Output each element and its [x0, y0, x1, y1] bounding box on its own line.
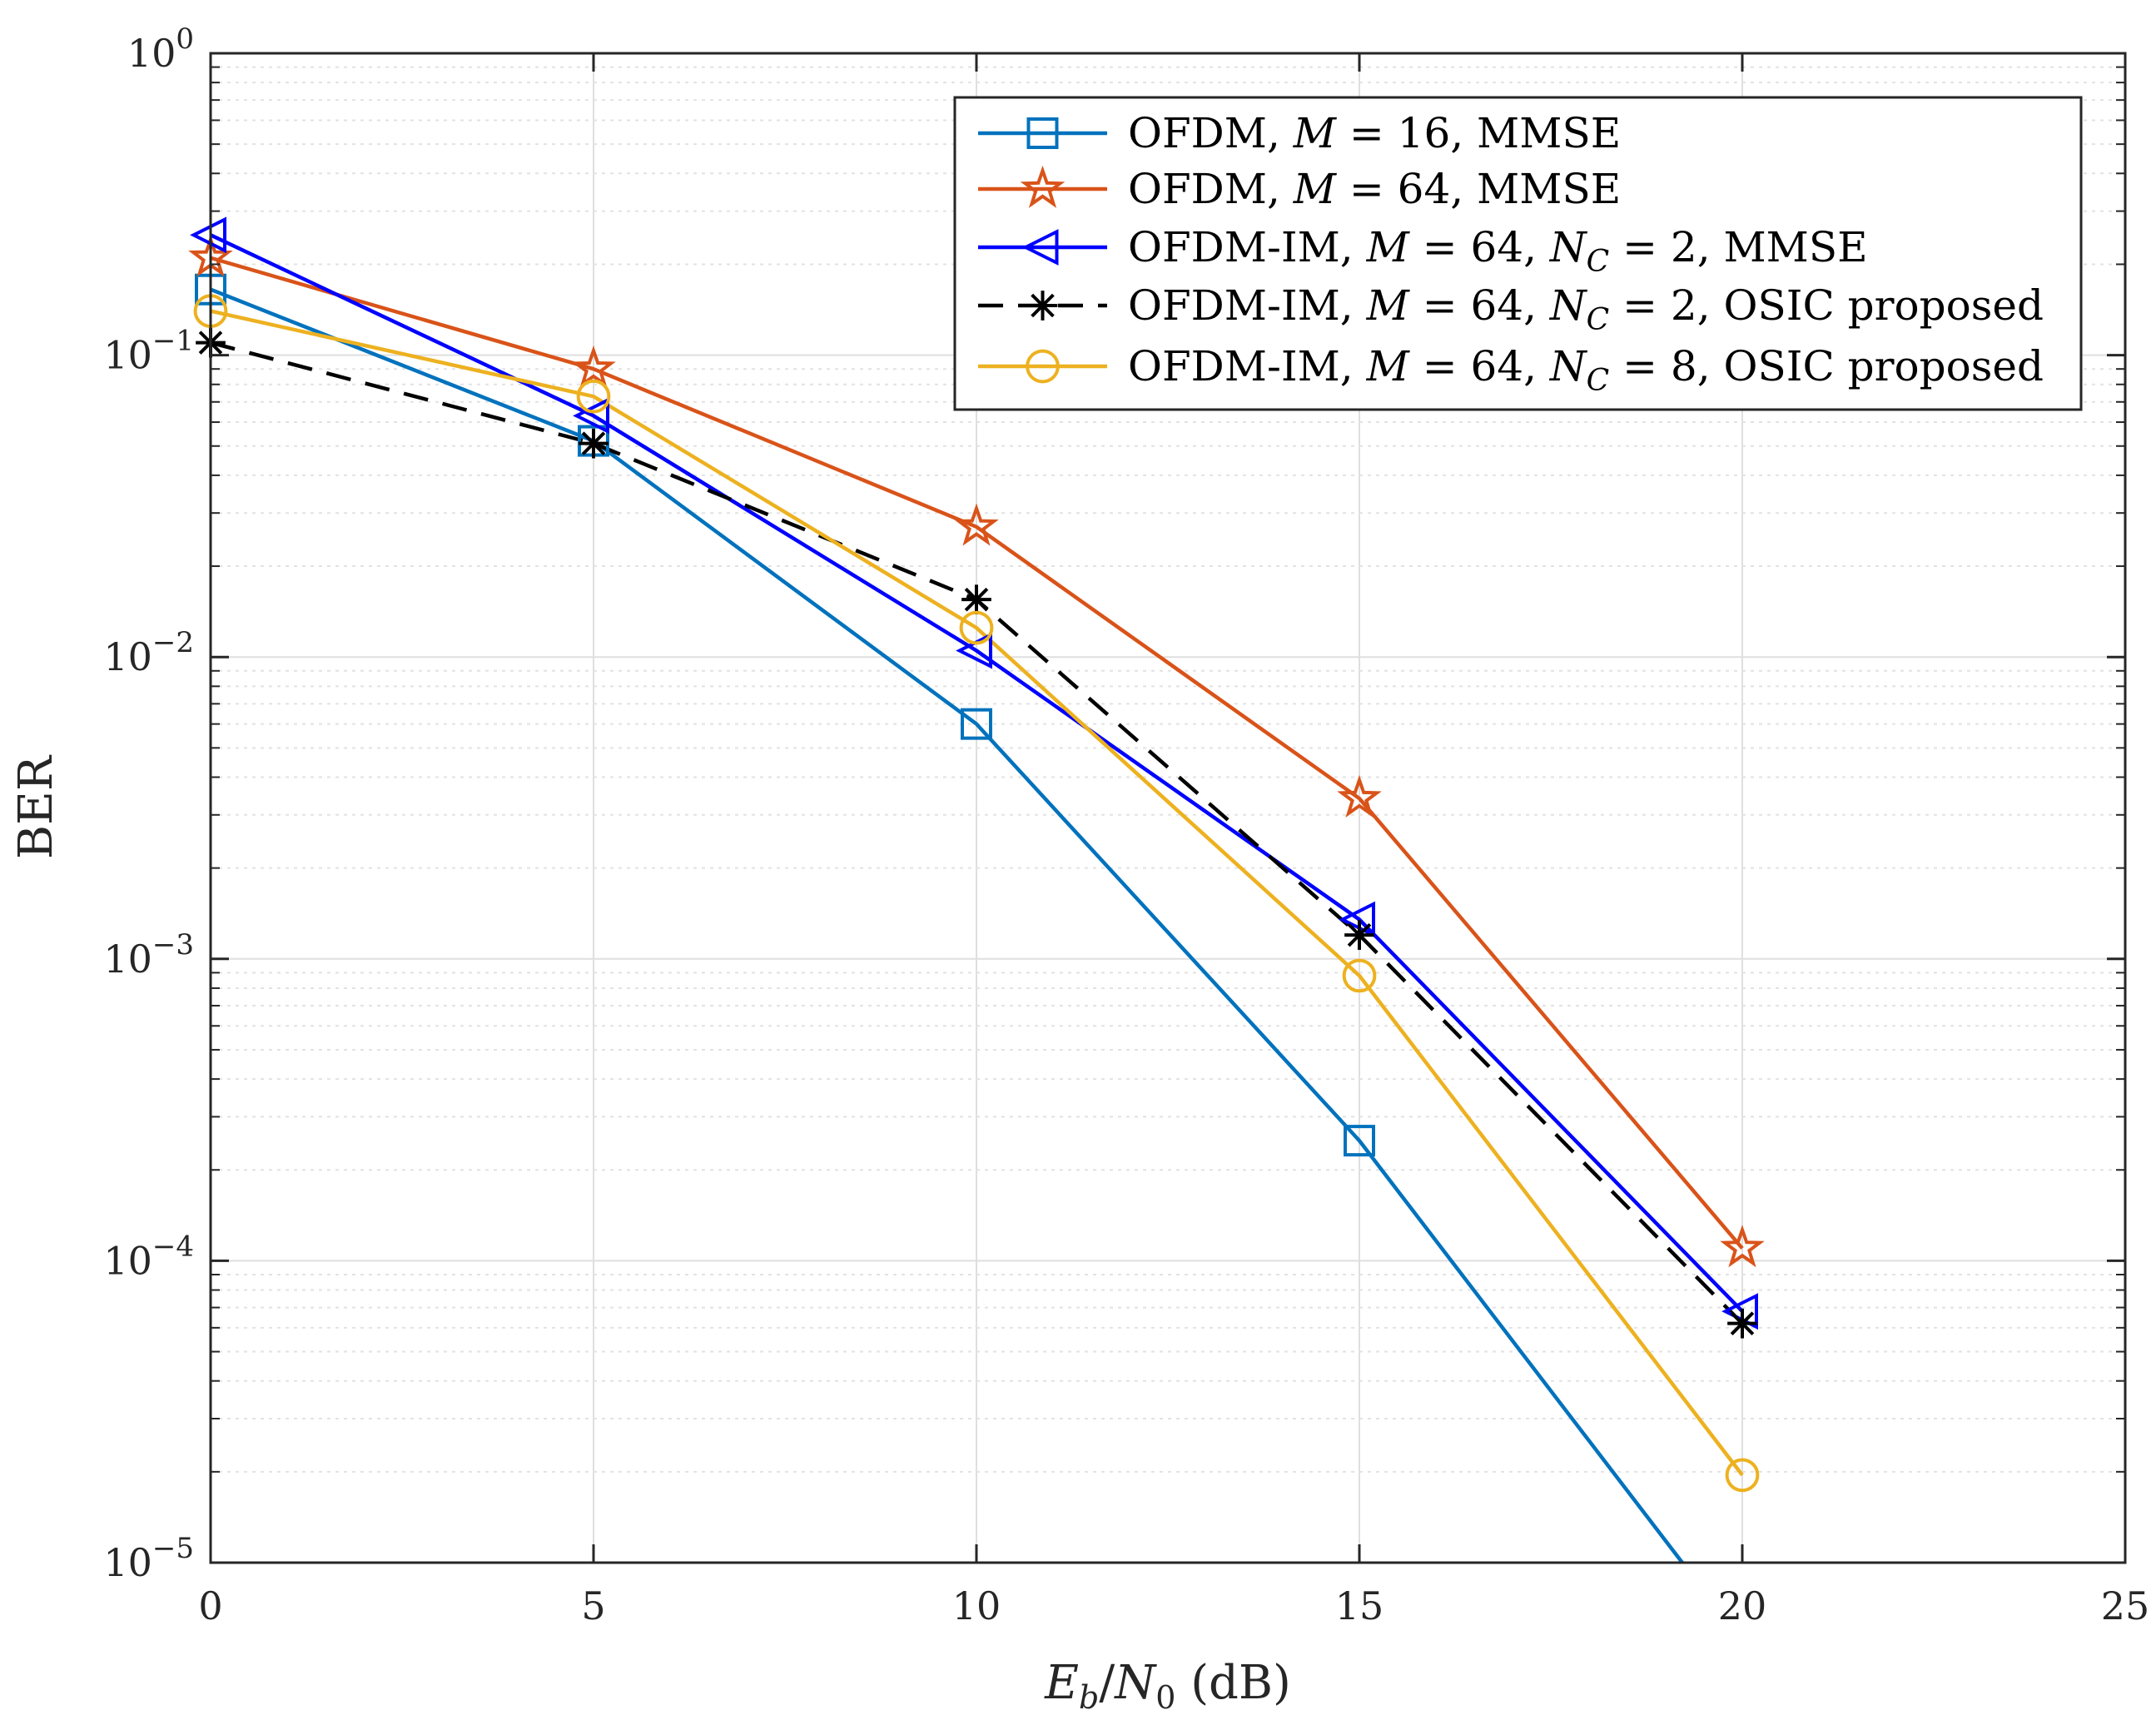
y-tick-exponent: −4	[152, 1230, 194, 1263]
series-marker-asterisk	[961, 584, 991, 615]
series-marker-circle	[959, 610, 994, 645]
series-marker-circle	[576, 379, 611, 414]
series-marker-star	[571, 345, 616, 389]
x-tick-label: 25	[2101, 1583, 2150, 1628]
y-tick-label: 100	[127, 22, 194, 76]
series-marker-star	[1337, 774, 1382, 818]
legend-label-part: = 8, OSIC proposed	[1609, 342, 2044, 390]
series-marker-circle	[1725, 1458, 1760, 1493]
legend-label-prefix: OFDM-IM,	[1128, 342, 1367, 390]
legend-label-5: OFDM-IM, M = 64, NC = 8, OSIC proposed	[1128, 342, 2044, 398]
y-tick-label: 10−1	[103, 325, 194, 378]
y-tick-label: 10−3	[103, 928, 194, 982]
legend-label-part: M	[1293, 109, 1338, 157]
y-tick-label: 10−4	[103, 1230, 194, 1283]
asterisk-stroke	[581, 431, 606, 455]
legend-label-4: OFDM-IM, M = 64, NC = 2, OSIC proposed	[1128, 281, 2044, 337]
legend-label-part: C	[1587, 245, 1610, 279]
series-marker-circle	[1026, 349, 1060, 384]
x-tick-label: 10	[952, 1583, 1001, 1628]
y-tick-base: 10	[103, 1238, 152, 1283]
y-tick-base: 10	[103, 937, 152, 982]
x-tick-label: 20	[1718, 1583, 1767, 1628]
series-marker-star	[1020, 165, 1066, 208]
x-tick-label: 5	[581, 1583, 605, 1628]
legend-label-part: M	[1366, 342, 1411, 390]
y-tick-base: 10	[127, 31, 176, 76]
y-tick-label: 10−2	[103, 626, 194, 679]
series-marker-asterisk	[1027, 291, 1058, 321]
series-marker-star	[954, 503, 999, 546]
series-line-3	[211, 233, 1744, 1313]
legend-label-part: N	[1549, 281, 1588, 330]
legend-label-3: OFDM-IM, M = 64, NC = 2, MMSE	[1128, 223, 1868, 279]
legend-label-prefix: OFDM,	[1128, 109, 1294, 157]
legend-label-part: = 2, OSIC proposed	[1609, 281, 2044, 330]
plot-frame	[209, 52, 2127, 1564]
series-line-2	[211, 256, 1744, 1250]
series-marker-circle	[1342, 958, 1377, 993]
series-marker-star	[1720, 1225, 1765, 1268]
legend-label-part: M	[1366, 223, 1411, 271]
series-marker-square	[961, 708, 992, 740]
legend-label-part: M	[1293, 165, 1338, 213]
legend-label-part: = 64,	[1409, 281, 1550, 330]
y-tick-exponent: −1	[152, 325, 194, 358]
x-axis-label: Eb/N0 (dB)	[1044, 1656, 1291, 1716]
asterisk-stroke	[1730, 1311, 1755, 1335]
series-marker-asterisk	[579, 428, 609, 459]
x-tick-label: 0	[198, 1583, 222, 1628]
series-marker-triangle	[190, 216, 226, 254]
legend-label-prefix: OFDM,	[1128, 165, 1294, 213]
series-marker-square	[1026, 117, 1059, 149]
legend-box	[953, 96, 2083, 411]
series-marker-asterisk	[1344, 920, 1374, 950]
series-marker-triangle	[1021, 229, 1059, 266]
legend-label-part: = 16, MMSE	[1336, 109, 1621, 157]
y-tick-label: 10−5	[103, 1532, 194, 1585]
legend-label-part: C	[1587, 303, 1610, 337]
y-tick-exponent: −5	[152, 1532, 194, 1565]
legend-label-1: OFDM, M = 16, MMSE	[1128, 109, 1621, 157]
y-tick-exponent: −2	[152, 626, 194, 659]
asterisk-stroke	[964, 587, 989, 612]
markers-layer	[188, 216, 1765, 1493]
series-marker-triangle	[573, 397, 609, 435]
asterisk-stroke	[1031, 293, 1055, 318]
axis-ticks	[209, 52, 2127, 1564]
y-axis-label: BER	[9, 754, 63, 859]
y-tick-exponent: 0	[176, 22, 194, 56]
legend-label-part: = 2, MMSE	[1609, 223, 1867, 271]
legend-label-part: N	[1549, 342, 1588, 390]
legend-label-prefix: OFDM-IM,	[1128, 281, 1367, 330]
series-marker-square	[1344, 1125, 1375, 1157]
legend-label-part: = 64,	[1409, 342, 1550, 390]
legend-label-part: C	[1587, 364, 1610, 398]
y-tick-base: 10	[103, 1540, 152, 1585]
legend-label-part: = 64,	[1409, 223, 1550, 271]
series-line-5	[211, 309, 1744, 1477]
y-tick-exponent: −3	[152, 928, 194, 962]
legend-label-part: N	[1549, 223, 1588, 271]
asterisk-stroke	[1347, 922, 1372, 947]
legend-label-part: M	[1366, 281, 1411, 330]
legend-label-2: OFDM, M = 64, MMSE	[1128, 165, 1621, 213]
legend-label-prefix: OFDM-IM,	[1128, 223, 1367, 271]
x-tick-label: 15	[1335, 1583, 1384, 1628]
y-tick-base: 10	[103, 333, 152, 378]
series-line-1	[211, 287, 1685, 1563]
legend-label-part: = 64, MMSE	[1336, 165, 1621, 213]
series-marker-asterisk	[1727, 1308, 1757, 1339]
y-tick-base: 10	[103, 634, 152, 679]
